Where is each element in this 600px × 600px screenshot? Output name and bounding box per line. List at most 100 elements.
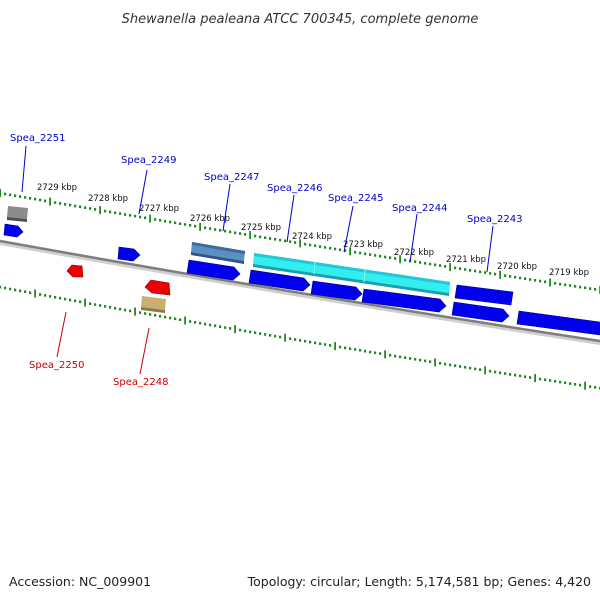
minor-tick xyxy=(374,351,377,355)
minor-tick xyxy=(269,334,272,337)
gene-label-spea-2245[interactable]: Spea_2245 xyxy=(328,193,383,204)
kbp-label: 2725 kbp xyxy=(241,223,281,233)
reverse-cds-track xyxy=(66,264,171,313)
minor-tick xyxy=(409,357,412,360)
minor-tick xyxy=(319,342,322,345)
major-tick xyxy=(334,342,336,351)
gene-label-spea-2244[interactable]: Spea_2244 xyxy=(392,203,447,214)
minor-tick xyxy=(144,216,147,220)
gene-feature-khaki[interactable] xyxy=(141,296,166,313)
minor-tick xyxy=(389,354,392,357)
minor-tick xyxy=(309,340,312,344)
major-tick xyxy=(34,289,36,298)
minor-tick xyxy=(44,199,47,203)
minor-tick xyxy=(359,349,362,352)
major-tick xyxy=(549,278,551,287)
minor-tick xyxy=(369,253,372,256)
minor-tick xyxy=(434,263,437,267)
kbp-label: 2727 kbp xyxy=(139,204,179,214)
minor-tick xyxy=(189,224,192,227)
topology-label: Topology: circular; Length: 5,174,581 bp… xyxy=(247,574,591,589)
minor-tick xyxy=(339,345,342,349)
kbp-label: 2720 kbp xyxy=(497,262,537,272)
gene-feature-cyan[interactable] xyxy=(253,253,450,296)
minor-tick xyxy=(79,300,82,304)
minor-tick xyxy=(9,287,12,291)
minor-tick xyxy=(584,286,587,290)
minor-tick xyxy=(229,327,232,330)
minor-tick xyxy=(524,277,527,280)
major-tick xyxy=(199,222,201,231)
minor-tick xyxy=(424,262,427,265)
minor-tick xyxy=(4,286,7,290)
minor-tick xyxy=(114,306,117,310)
minor-tick xyxy=(39,198,42,202)
gene-label-spea-2250[interactable]: Spea_2250 xyxy=(29,360,84,371)
forward-cds-track xyxy=(3,223,600,336)
minor-tick xyxy=(209,227,212,230)
minor-tick xyxy=(24,290,27,293)
cds-arrow-spea-2251[interactable] xyxy=(3,223,24,238)
gene-feature-gray[interactable] xyxy=(7,206,28,222)
minor-tick xyxy=(244,329,247,333)
gene-label-spea-2249[interactable]: Spea_2249 xyxy=(121,155,176,166)
minor-tick xyxy=(424,359,427,363)
minor-tick xyxy=(254,234,257,238)
minor-tick xyxy=(104,305,107,308)
cds-arrow-spea-2248[interactable] xyxy=(144,279,171,296)
cds-block-spea-2243[interactable] xyxy=(454,284,514,306)
kbp-label: 2728 kbp xyxy=(88,194,128,204)
minor-tick xyxy=(44,294,47,297)
minor-tick xyxy=(394,354,397,358)
minor-tick xyxy=(34,197,37,201)
cds-arrow-spea-2245[interactable] xyxy=(310,280,363,301)
backbone-line-shade xyxy=(0,239,600,343)
minor-tick xyxy=(39,293,42,296)
gene-label-spea-2243[interactable]: Spea_2243 xyxy=(467,214,522,225)
minor-tick xyxy=(59,202,62,205)
cds-arrow-spea-2243[interactable] xyxy=(451,301,510,323)
major-tick xyxy=(299,239,301,248)
minor-tick xyxy=(114,211,117,215)
minor-tick xyxy=(169,316,172,320)
minor-tick xyxy=(64,203,67,206)
cds-arrow-spea-2249[interactable] xyxy=(117,246,141,262)
minor-tick xyxy=(479,270,482,274)
minor-tick xyxy=(374,254,377,257)
minor-tick xyxy=(74,299,77,303)
gene-label-spea-2246[interactable]: Spea_2246 xyxy=(267,183,322,194)
minor-tick xyxy=(99,304,102,307)
minor-tick xyxy=(309,243,312,247)
major-tick xyxy=(399,255,401,264)
minor-tick xyxy=(269,237,272,240)
cds-block-next[interactable] xyxy=(516,310,600,336)
minor-tick xyxy=(519,276,522,280)
cds-arrow-spea-2247[interactable] xyxy=(186,259,241,281)
minor-tick xyxy=(444,362,447,366)
minor-tick xyxy=(459,267,462,270)
major-tick xyxy=(449,263,451,272)
gene-label-spea-2251[interactable]: Spea_2251 xyxy=(10,133,65,144)
minor-tick xyxy=(589,287,592,290)
kbp-label: 2729 kbp xyxy=(37,183,77,193)
minor-tick xyxy=(154,218,157,221)
minor-tick xyxy=(124,308,127,312)
minor-tick xyxy=(479,368,482,371)
cds-arrow-spea-2246[interactable] xyxy=(248,269,311,292)
minor-tick xyxy=(484,271,487,274)
major-tick xyxy=(134,307,136,316)
cds-arrow-spea-2250[interactable] xyxy=(66,264,84,278)
backbone-line xyxy=(0,241,600,345)
kbp-label: 2722 kbp xyxy=(394,248,434,258)
minor-tick xyxy=(174,221,177,225)
minor-tick xyxy=(509,275,512,278)
major-tick xyxy=(249,231,251,240)
gene-label-spea-2248[interactable]: Spea_2248 xyxy=(113,377,168,388)
gene-label-spea-2247[interactable]: Spea_2247 xyxy=(204,172,259,183)
gene-feature-steelblue[interactable] xyxy=(191,242,245,264)
kbp-label: 2719 kbp xyxy=(549,268,589,278)
cds-arrow-spea-2244[interactable] xyxy=(361,288,447,313)
minor-tick xyxy=(89,302,92,305)
minor-tick xyxy=(64,297,67,301)
minor-tick xyxy=(19,195,22,198)
